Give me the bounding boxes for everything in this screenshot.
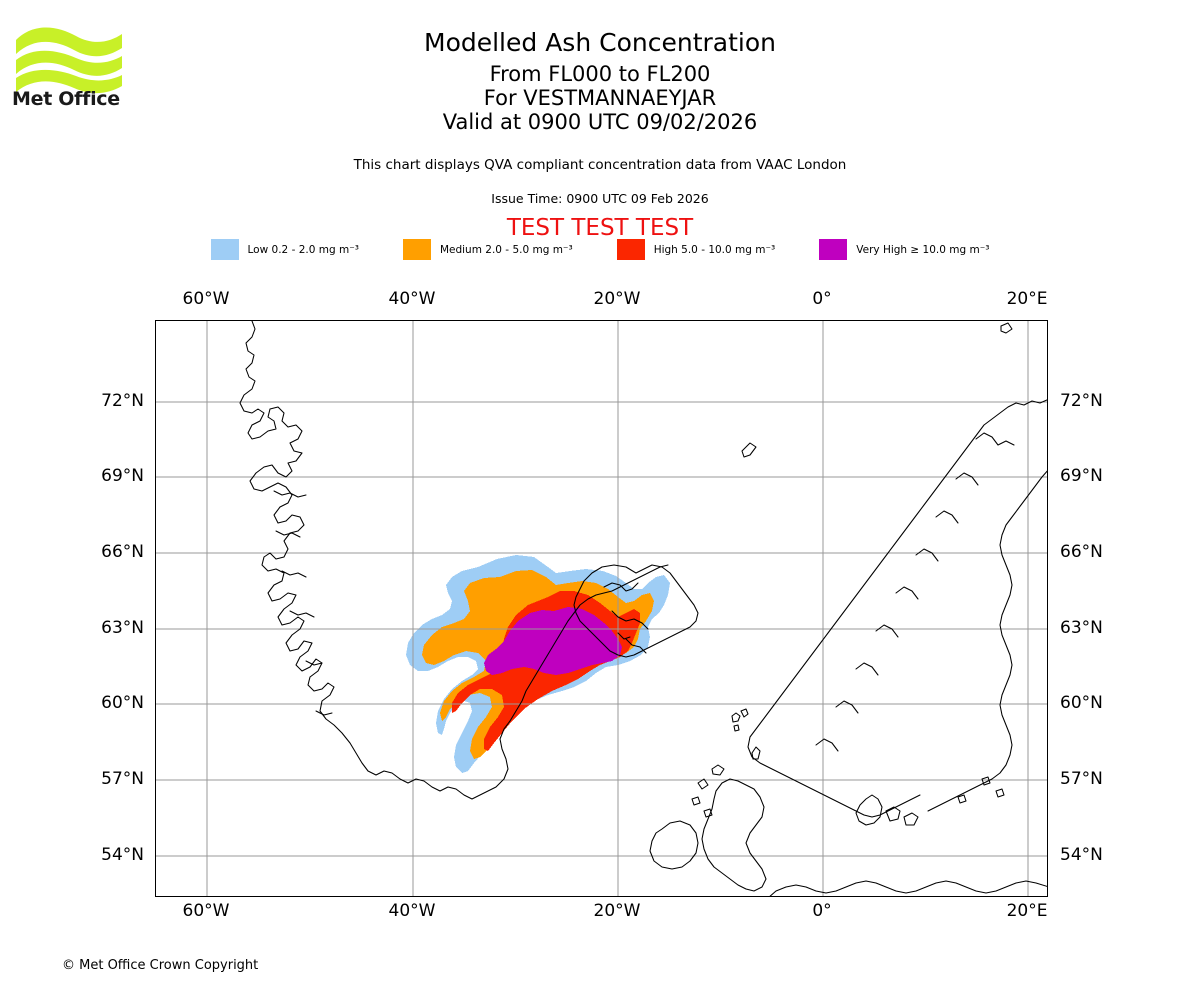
axis-label-lon-bottom-20E: 20°E [1006,901,1048,921]
axis-label-lat-left-66N: 66°N [101,542,144,562]
axis-label-lat-right-57N: 57°N [1060,769,1103,789]
axis-label-lon-top-20W: 20°W [593,289,641,309]
flight-level-range: From FL000 to FL200 [489,62,711,86]
issue-time: Issue Time: 0900 UTC 09 Feb 2026 [491,191,709,206]
coastline-scotland-islands [691,764,725,818]
map-frame [155,320,1048,897]
coastline-continental-europe [769,880,1047,896]
ash-contour-very-high [484,607,622,675]
concentration-legend: Low 0.2 - 2.0 mg m⁻³ Medium 2.0 - 5.0 mg… [0,239,1200,260]
copyright-notice: © Met Office Crown Copyright [62,958,259,973]
valid-time: Valid at 0900 UTC 09/02/2026 [442,110,758,134]
map-container [155,320,1048,897]
axis-label-lat-left-60N: 60°N [101,693,144,713]
coastline-iceland [573,564,699,658]
axis-label-lat-right-72N: 72°N [1060,391,1103,411]
met-office-logo [14,18,124,113]
legend-item-medium: Medium 2.0 - 5.0 mg m⁻³ [402,239,617,260]
axis-label-lon-top-0: 0° [812,289,832,309]
axis-label-lon-top-40W: 40°W [388,289,436,309]
axis-label-lat-left-69N: 69°N [101,466,144,486]
map-canvas [156,321,1047,896]
coastline-scandinavia [747,399,1047,818]
coastline-great-britain [701,778,767,892]
legend-label-medium: Medium 2.0 - 5.0 mg m⁻³ [439,243,573,256]
axis-label-lon-bottom-0: 0° [812,901,832,921]
axis-label-lat-left-72N: 72°N [101,391,144,411]
legend-label-very-high: Very High ≥ 10.0 mg m⁻³ [856,243,990,256]
coastline-greenland [239,321,669,800]
axis-label-lon-top-20E: 20°E [1006,289,1048,309]
coastline-svalbard [1000,322,1013,334]
axis-label-lat-right-60N: 60°N [1060,693,1103,713]
qva-note: This chart displays QVA compliant concen… [353,157,847,173]
page-title: Modelled Ash Concentration [424,28,776,57]
coastline-faroe-islands [731,708,749,732]
coastline-jan-mayen [741,442,757,458]
legend-item-low: Low 0.2 - 2.0 mg m⁻³ [210,239,403,260]
axis-label-lat-right-69N: 69°N [1060,466,1103,486]
axis-label-lat-right-54N: 54°N [1060,845,1103,865]
test-banner: TEST TEST TEST [506,215,694,241]
axis-label-lat-left-63N: 63°N [101,618,144,638]
axis-label-lon-bottom-60W: 60°W [182,901,230,921]
axis-label-lat-right-66N: 66°N [1060,542,1103,562]
legend-item-high: High 5.0 - 10.0 mg m⁻³ [616,239,820,260]
axis-label-lat-right-63N: 63°N [1060,618,1103,638]
axis-label-lon-bottom-40W: 40°W [388,901,436,921]
legend-swatch-low [210,239,239,260]
coastline-ireland [649,820,699,870]
coastline-iceland-detail [603,582,649,654]
legend-label-low: Low 0.2 - 2.0 mg m⁻³ [247,243,359,256]
coastline-denmark [855,794,919,826]
coastline-shetland [751,746,761,760]
ash-plume-contours [406,555,670,773]
coastline-norway-inner [815,432,1015,752]
axis-label-lat-left-57N: 57°N [101,769,144,789]
axis-label-lat-left-54N: 54°N [101,845,144,865]
legend-label-high: High 5.0 - 10.0 mg m⁻³ [653,243,776,256]
map-gridlines [156,321,1047,896]
legend-swatch-medium [402,239,431,260]
met-office-logo-waves [16,27,122,94]
legend-swatch-high [616,239,645,260]
coastline-greenland-fjords [273,490,333,716]
volcano-name: For VESTMANNAEYJAR [483,86,717,110]
legend-item-very-high: Very High ≥ 10.0 mg m⁻³ [819,239,989,260]
axis-label-lon-bottom-20W: 20°W [593,901,641,921]
legend-swatch-very-high [819,239,848,260]
coastline-baltic-islands [957,776,1005,804]
axis-label-lon-top-60W: 60°W [182,289,230,309]
coastline-sweden-finland [927,470,1047,812]
met-office-logo-text: Met Office [12,88,120,110]
coastlines [239,321,1047,896]
